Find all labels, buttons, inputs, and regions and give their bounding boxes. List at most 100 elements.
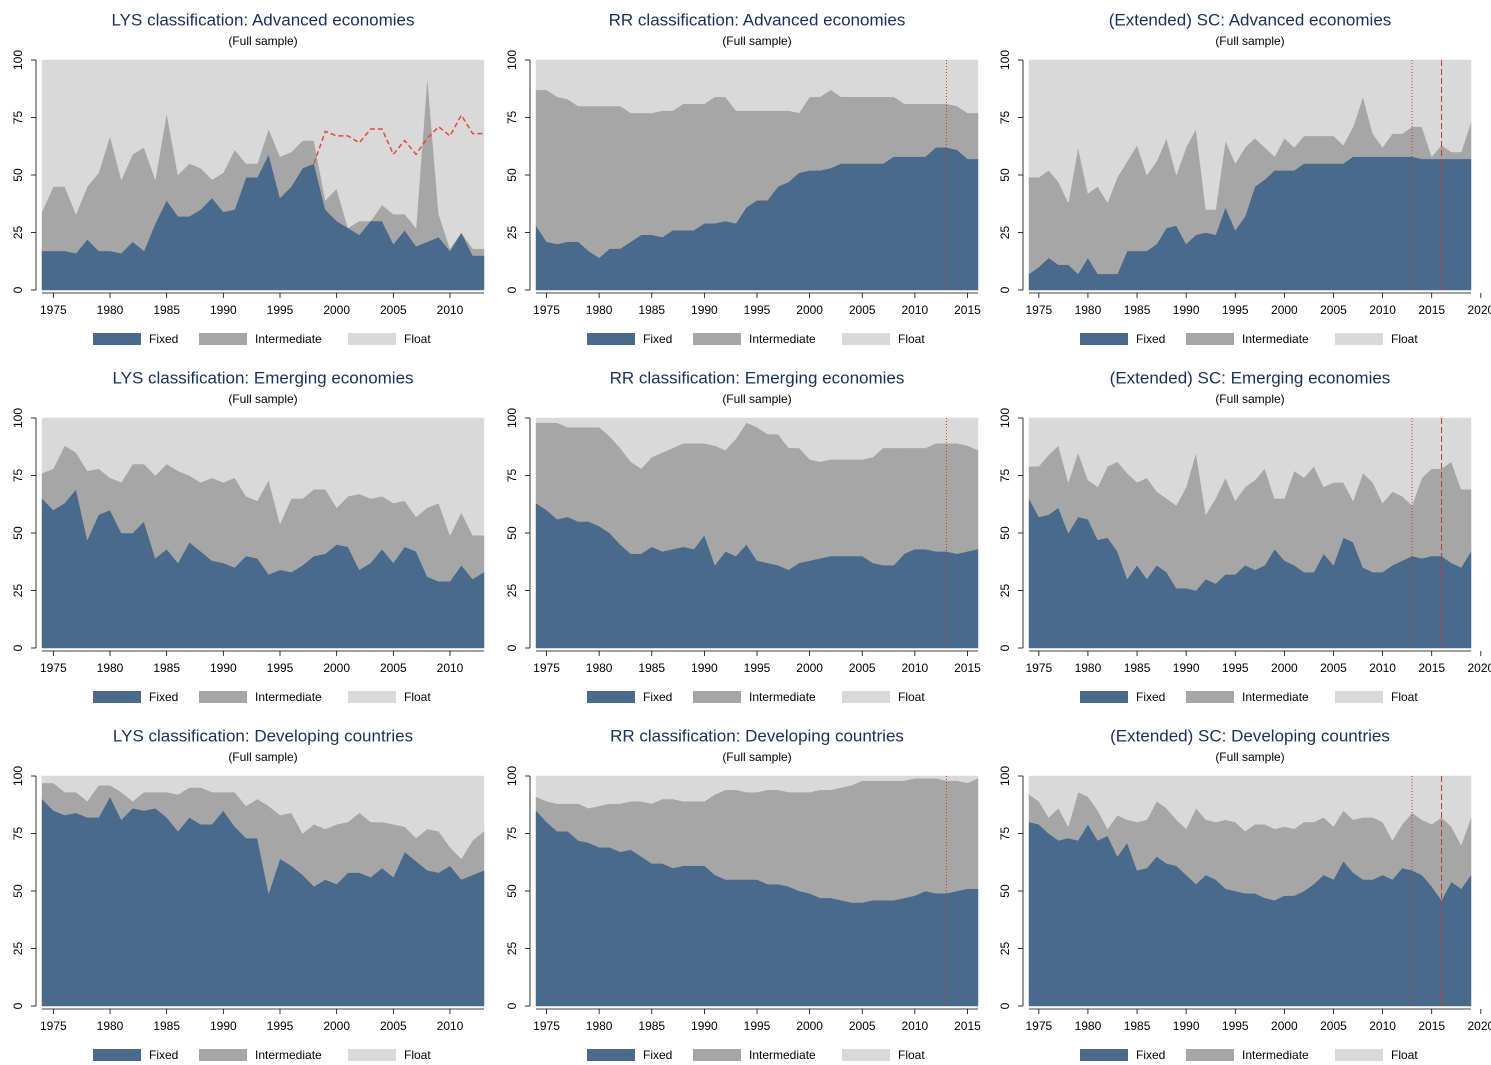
x-tick-label: 2015 [1418, 661, 1445, 675]
chart-subtitle: (Full sample) [722, 750, 791, 764]
y-tick-label: 50 [998, 168, 1012, 182]
legend-swatch [1335, 691, 1383, 703]
x-tick-label: 1985 [153, 303, 180, 317]
x-tick-label: 2010 [437, 661, 464, 675]
y-tick-label: 100 [998, 50, 1012, 70]
legend-swatch [587, 333, 635, 345]
legend-swatch [842, 691, 890, 703]
chart-title: RR classification: Emerging economies [610, 368, 905, 387]
legend-swatch [199, 691, 247, 703]
chart-subtitle: (Full sample) [722, 34, 791, 48]
legend-label: Fixed [149, 690, 178, 704]
x-tick-label: 1995 [1222, 1019, 1249, 1033]
area-2 [535, 417, 979, 469]
x-tick-label: 1995 [1222, 303, 1249, 317]
x-tick-label: 1985 [153, 661, 180, 675]
x-tick-label: 1985 [638, 661, 665, 675]
x-tick-label: 1975 [533, 303, 560, 317]
overlay-line [313, 113, 484, 164]
chart-subtitle: (Full sample) [722, 392, 791, 406]
y-tick-label: 75 [505, 111, 519, 125]
x-tick-label: 1980 [586, 1019, 613, 1033]
panel: LYS classification: Advanced economies (F… [11, 10, 485, 346]
x-tick-label: 2010 [437, 1019, 464, 1033]
area-2 [535, 59, 979, 114]
x-tick-label: 1990 [691, 303, 718, 317]
panel: LYS classification: Emerging economies (F… [11, 368, 485, 704]
legend-label: Float [1391, 690, 1418, 704]
x-tick-label: 1975 [40, 1019, 67, 1033]
panel: RR classification: Emerging economies (Fu… [505, 368, 981, 704]
x-tick-label: 1995 [267, 661, 294, 675]
legend-label: Intermediate [1242, 690, 1309, 704]
x-tick-label: 1980 [1075, 1019, 1102, 1033]
y-tick-label: 100 [505, 50, 519, 70]
x-tick-label: 1990 [1173, 303, 1200, 317]
y-tick-label: 25 [11, 226, 25, 240]
y-tick-label: 0 [998, 644, 1012, 651]
x-tick-label: 2020 [1467, 303, 1491, 317]
y-tick-label: 25 [998, 226, 1012, 240]
y-tick-label: 75 [11, 827, 25, 841]
x-tick-label: 1975 [40, 661, 67, 675]
x-tick-label: 2000 [323, 303, 350, 317]
x-tick-label: 2005 [849, 303, 876, 317]
y-tick-label: 25 [505, 942, 519, 956]
chart-title: (Extended) SC: Developing countries [1110, 726, 1390, 745]
legend-label: Fixed [149, 1048, 178, 1062]
chart-title: (Extended) SC: Emerging economies [1110, 368, 1391, 387]
legend-label: Intermediate [1242, 332, 1309, 346]
chart-subtitle: (Full sample) [1215, 750, 1284, 764]
legend-label: Fixed [643, 332, 672, 346]
y-tick-label: 0 [998, 1002, 1012, 1009]
x-tick-label: 1985 [1124, 1019, 1151, 1033]
legend-swatch [93, 691, 141, 703]
x-tick-label: 2010 [1369, 1019, 1396, 1033]
x-tick-label: 2015 [954, 661, 981, 675]
y-tick-label: 0 [998, 286, 1012, 293]
legend-label: Float [1391, 332, 1418, 346]
y-tick-label: 50 [998, 526, 1012, 540]
legend-swatch [348, 333, 396, 345]
legend-swatch [348, 1049, 396, 1061]
x-tick-label: 1975 [40, 303, 67, 317]
y-tick-label: 75 [505, 469, 519, 483]
x-tick-label: 2000 [1271, 1019, 1298, 1033]
y-tick-label: 25 [505, 226, 519, 240]
panel: LYS classification: Developing countries… [11, 726, 485, 1062]
x-tick-label: 2005 [380, 303, 407, 317]
y-tick-label: 100 [998, 766, 1012, 786]
chart-subtitle: (Full sample) [228, 34, 297, 48]
x-tick-label: 1985 [1124, 303, 1151, 317]
chart-subtitle: (Full sample) [228, 750, 297, 764]
legend-label: Intermediate [749, 1048, 816, 1062]
x-tick-label: 1990 [691, 1019, 718, 1033]
x-tick-label: 1980 [97, 303, 124, 317]
legend-swatch [1335, 1049, 1383, 1061]
chart-title: LYS classification: Advanced economies [111, 10, 414, 29]
legend-label: Fixed [1136, 1048, 1165, 1062]
legend-swatch [693, 333, 741, 345]
x-tick-label: 2020 [1467, 1019, 1491, 1033]
legend-label: Float [1391, 1048, 1418, 1062]
x-tick-label: 2000 [323, 661, 350, 675]
area-2 [41, 417, 485, 536]
y-tick-label: 75 [11, 469, 25, 483]
x-tick-label: 2010 [902, 303, 929, 317]
y-tick-label: 25 [505, 584, 519, 598]
x-tick-label: 2005 [849, 661, 876, 675]
area-2 [1028, 775, 1472, 846]
legend-label: Fixed [1136, 690, 1165, 704]
chart-subtitle: (Full sample) [228, 392, 297, 406]
x-tick-label: 1995 [267, 303, 294, 317]
x-tick-label: 2010 [1369, 661, 1396, 675]
legend-label: Intermediate [255, 332, 322, 346]
legend-swatch [1186, 691, 1234, 703]
y-tick-label: 0 [505, 286, 519, 293]
y-tick-label: 100 [505, 408, 519, 428]
x-tick-label: 2015 [1418, 303, 1445, 317]
panel: (Extended) SC: Developing countries (Full… [998, 726, 1491, 1062]
legend-swatch [842, 1049, 890, 1061]
x-tick-label: 2015 [1418, 1019, 1445, 1033]
